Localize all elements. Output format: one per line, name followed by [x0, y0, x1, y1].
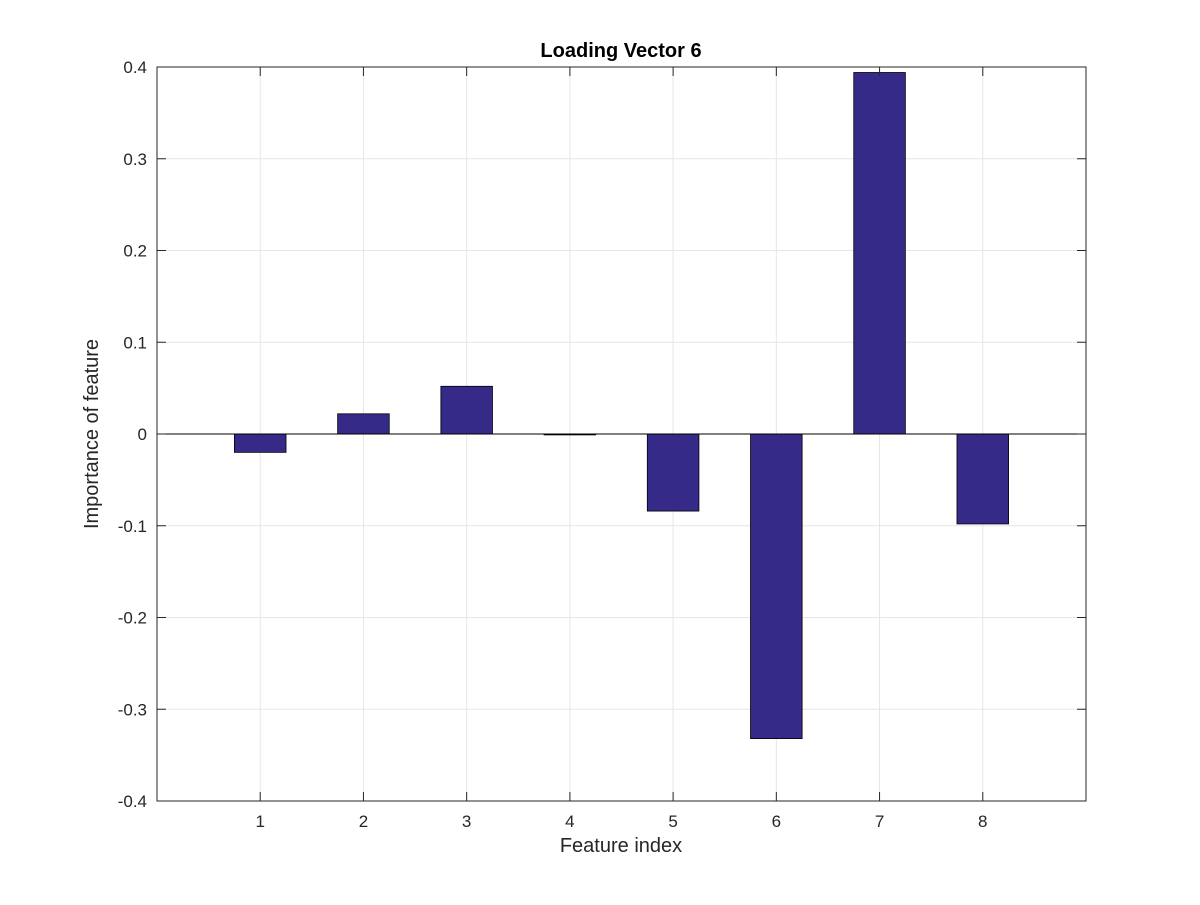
bar-feature-8 — [956, 433, 1009, 525]
bar-feature-7 — [853, 72, 906, 435]
x-tick-label: 2 — [359, 812, 368, 831]
y-tick-label: -0.3 — [118, 700, 147, 719]
x-tick-label: 4 — [565, 812, 574, 831]
y-axis-label: Importance of feature — [81, 339, 103, 529]
chart-title: Loading Vector 6 — [540, 40, 701, 62]
bar-feature-6 — [750, 433, 803, 740]
y-tick-label: -0.4 — [118, 792, 147, 811]
bar-feature-1 — [234, 433, 287, 453]
x-tick-label: 7 — [875, 812, 884, 831]
y-tick-label: 0 — [138, 425, 147, 444]
y-tick-label: 0.2 — [123, 242, 147, 261]
y-tick-label: 0.1 — [123, 333, 147, 352]
y-tick-label: 0.3 — [123, 150, 147, 169]
y-tick-label: -0.1 — [118, 517, 147, 536]
axes — [156, 66, 1087, 802]
y-tick-label: -0.2 — [118, 609, 147, 628]
tick-labels: 1 2 3 4 5 6 7 8 -0.4 -0.3 -0.2 -0.1 0 0.1 0.2 0.3 0.4 — [118, 58, 988, 831]
x-tick-label: 1 — [255, 812, 264, 831]
bar-feature-3 — [440, 385, 493, 435]
x-tick-label: 8 — [978, 812, 987, 831]
x-tick-label: 5 — [668, 812, 677, 831]
x-tick-label: 3 — [462, 812, 471, 831]
x-tick-label: 6 — [772, 812, 781, 831]
y-tick-label: 0.4 — [123, 58, 147, 77]
bar-feature-2 — [337, 413, 390, 435]
bar-feature-5 — [646, 433, 700, 512]
x-axis-label: Feature index — [560, 835, 682, 857]
